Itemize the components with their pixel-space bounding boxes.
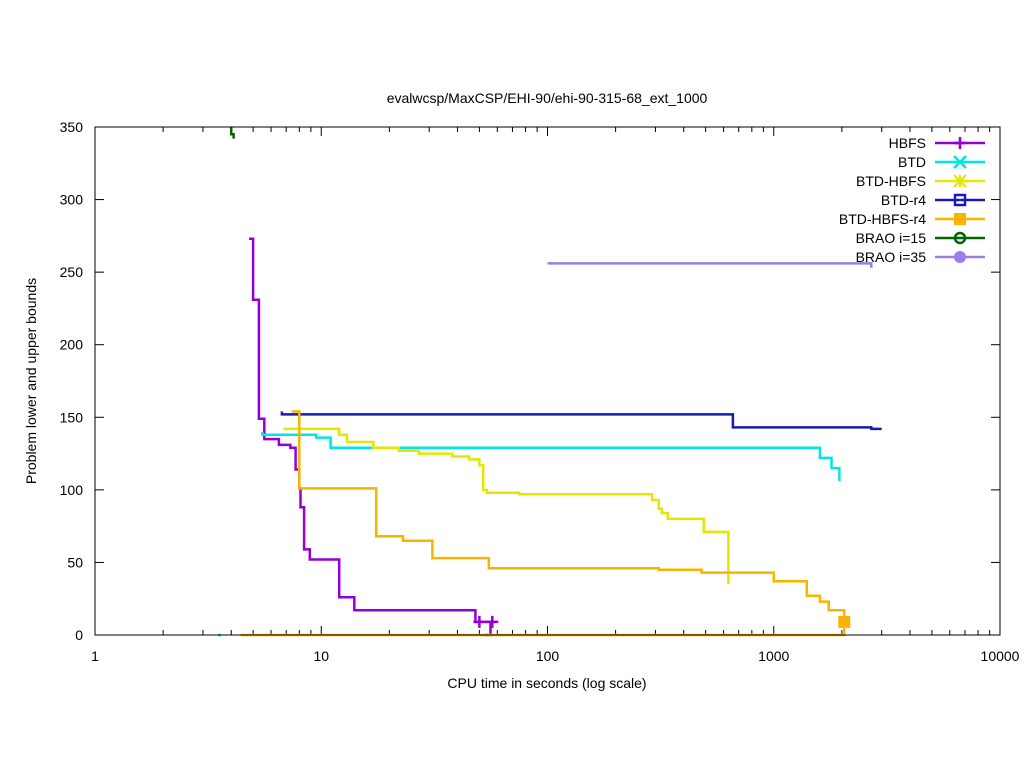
series-btd-upper-bound [261,431,841,482]
x-tick-label: 1 [91,648,99,664]
x-tick-label: 10 [313,648,329,664]
y-tick-label: 300 [60,192,84,208]
series-brao-i-15-upper-bound [229,127,235,139]
legend-label-btd: BTD [898,154,926,170]
legend-marker-btd-r4 [953,193,967,207]
legend-marker-btd [953,155,967,169]
legend-marker-hbfs [954,137,966,149]
series-btd-hbfs-r4-upper-bound [291,410,846,622]
x-tick-label: 100 [536,648,560,664]
series-btd-hbfs-r4-end-marker [838,615,851,628]
legend-marker-brao-i-35 [954,251,966,263]
legend-label-brao-i-35: BRAO i=35 [856,249,927,265]
legend-item-btd-hbfs: BTD-HBFS [856,173,985,189]
series-btd-hbfs [283,427,730,585]
series-brao-i-35 [547,262,873,268]
legend-label-btd-r4: BTD-r4 [881,192,926,208]
legend-marker-btd-hbfs [953,174,967,188]
x-axis-label: CPU time in seconds (log scale) [447,675,646,691]
x-tick-label: 1000 [758,648,789,664]
y-tick-label: 250 [60,264,84,280]
y-axis-label: Problem lower and upper bounds [23,278,39,484]
series-btd-hbfs-upper-bound [283,427,730,585]
series-hbfs-end-marker [486,615,499,628]
y-tick-label: 200 [60,337,84,353]
legend-label-btd-hbfs-r4: BTD-HBFS-r4 [839,211,926,227]
legend-item-btd-r4: BTD-r4 [881,192,985,208]
series-brao-i-15 [229,127,235,139]
x-tick-label: 10000 [981,648,1020,664]
legend-label-hbfs: HBFS [889,135,926,151]
legend: HBFS BTD BTD-HBFS BTD-r4 BTD-HBFS-r4 BRAO i=1… [839,135,985,265]
legend-label-brao-i-15: BRAO i=15 [856,230,927,246]
legend-item-brao-i-15: BRAO i=15 [856,230,985,246]
y-tick-label: 100 [60,482,84,498]
series-brao-i-35-upper-bound [547,262,873,268]
plot-frame [94,126,1001,636]
legend-marker-btd-hbfs-r4 [954,213,966,225]
y-tick-label: 50 [67,554,83,570]
legend-item-btd: BTD [898,154,985,170]
y-tick-label: 150 [60,409,84,425]
legend-marker-brao-i-15 [953,231,967,245]
legend-item-btd-hbfs-r4: BTD-HBFS-r4 [839,211,985,227]
chart-title: evalwcsp/MaxCSP/EHI-90/ehi-90-315-68_ext… [387,90,708,106]
series-btd-r4 [280,411,882,431]
legend-item-brao-i-35: BRAO i=35 [856,249,985,265]
series-hbfs-end-marker [473,615,486,628]
legend-label-btd-hbfs: BTD-HBFS [856,173,926,189]
series-btd-r4-upper-bound [280,411,882,431]
y-tick-label: 350 [60,119,84,135]
y-tick-label: 0 [75,627,83,643]
legend-item-hbfs: HBFS [889,135,985,151]
